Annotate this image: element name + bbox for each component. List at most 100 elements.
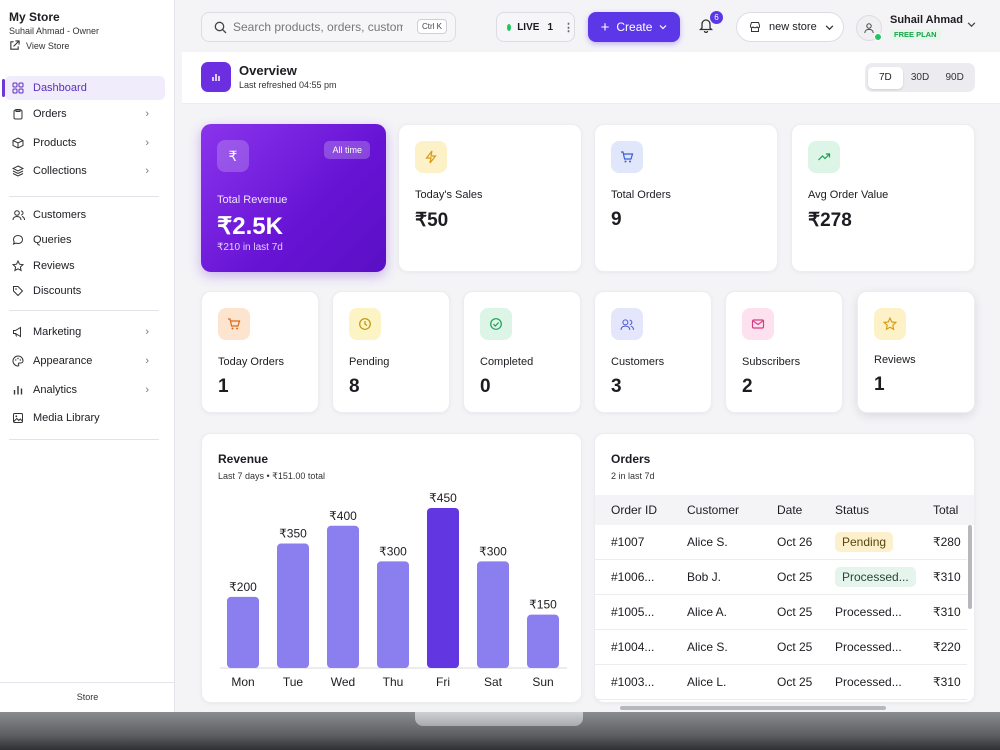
- search-box[interactable]: Ctrl K: [201, 12, 456, 42]
- bolt-icon: [415, 141, 447, 173]
- sidebar-item-products[interactable]: Products ›: [5, 131, 165, 155]
- trending-up-icon: [808, 141, 840, 173]
- chevron-right-icon: ›: [145, 326, 149, 338]
- bar-value-label: ₹300: [379, 544, 407, 558]
- bar-sun[interactable]: [527, 614, 559, 668]
- stat-card-reviews[interactable]: Reviews 1: [857, 291, 975, 413]
- x-tick-label: Wed: [331, 675, 355, 689]
- total-cell: ₹310: [933, 605, 961, 619]
- stat-card-customers[interactable]: Customers 3: [594, 291, 712, 413]
- sidebar: My Store Suhail Ahmad - Owner View Store…: [0, 0, 175, 712]
- sidebar-divider: [9, 439, 159, 440]
- sidebar-item-dashboard[interactable]: Dashboard: [2, 76, 165, 100]
- sidebar-item-discounts[interactable]: Discounts: [5, 279, 165, 303]
- view-store-link[interactable]: View Store: [9, 40, 69, 51]
- bar-mon[interactable]: [227, 596, 259, 668]
- users-icon: [11, 208, 25, 222]
- chevron-down-icon: [967, 20, 976, 32]
- bar-thu[interactable]: [377, 561, 409, 668]
- bar-value-label: ₹200: [229, 580, 257, 594]
- last-refreshed: Last refreshed 04:55 pm: [239, 80, 337, 90]
- live-indicator[interactable]: LIVE 1 ⋮: [496, 12, 575, 42]
- sidebar-item-label: Analytics: [33, 384, 78, 396]
- store-selector[interactable]: new store: [736, 12, 844, 42]
- total-cell: ₹280: [933, 535, 961, 549]
- bar-tue[interactable]: [277, 543, 309, 668]
- range-30d[interactable]: 30D: [910, 71, 930, 83]
- vertical-scrollbar[interactable]: [968, 525, 972, 609]
- column-header-date[interactable]: Date: [777, 503, 803, 517]
- stat-value: 3: [611, 376, 622, 397]
- date-cell: Oct 25: [777, 675, 813, 689]
- avatar: [856, 15, 882, 41]
- bell-icon: [698, 19, 714, 34]
- users-icon: [611, 308, 643, 340]
- sidebar-item-customers[interactable]: Customers: [5, 203, 165, 227]
- bar-fri[interactable]: [427, 508, 459, 668]
- stat-card-todays-sales[interactable]: Today's Sales ₹50: [398, 124, 582, 272]
- table-row[interactable]: #1003... Alice L. Oct 25 Processed... ₹310: [595, 665, 967, 700]
- sidebar-item-queries[interactable]: Queries: [5, 228, 165, 252]
- sidebar-item-label: Media Library: [33, 412, 100, 424]
- stat-card-avg-order-value[interactable]: Avg Order Value ₹278: [791, 124, 975, 272]
- orders-subtitle: 2 in last 7d: [611, 471, 655, 481]
- user-menu[interactable]: Suhail Ahmad FREE PLAN: [856, 12, 986, 44]
- chevron-right-icon: ›: [145, 384, 149, 396]
- sidebar-footer-store[interactable]: Store: [0, 682, 175, 712]
- page-title: Overview: [239, 63, 297, 78]
- table-row[interactable]: #1004... Alice S. Oct 25 Processed... ₹220: [595, 630, 967, 665]
- shortcut-hint: Ctrl K: [417, 19, 447, 34]
- stat-value: 0: [480, 376, 491, 397]
- stat-label: Total Orders: [611, 189, 671, 201]
- grid-icon: [11, 81, 25, 95]
- clipboard-icon: [11, 107, 25, 121]
- range-90d[interactable]: 90D: [945, 71, 964, 83]
- stat-label: Reviews: [874, 354, 916, 366]
- check-circle-icon: [480, 308, 512, 340]
- stat-card-today-orders[interactable]: Today Orders 1: [201, 291, 319, 413]
- view-store-label: View Store: [26, 40, 70, 51]
- column-header-status[interactable]: Status: [835, 503, 870, 517]
- table-row[interactable]: #1006... Bob J. Oct 25 Processed... ₹310: [595, 560, 967, 595]
- create-button[interactable]: + Create: [588, 12, 680, 42]
- sidebar-item-orders[interactable]: Orders ›: [5, 102, 165, 126]
- sidebar-item-marketing[interactable]: Marketing ›: [5, 320, 165, 344]
- external-link-icon: [10, 40, 20, 50]
- table-row[interactable]: #1005... Alice A. Oct 25 Processed... ₹310: [595, 595, 967, 630]
- stat-card-completed[interactable]: Completed 0: [463, 291, 581, 413]
- stat-card-subscribers[interactable]: Subscribers 2: [725, 291, 843, 413]
- date-range-toggle: 7D 30D 90D: [865, 63, 975, 92]
- column-header-customer[interactable]: Customer: [687, 503, 740, 517]
- stat-card-pending[interactable]: Pending 8: [332, 291, 450, 413]
- stat-label: Completed: [480, 356, 534, 368]
- more-vertical-icon[interactable]: ⋮: [563, 21, 574, 34]
- app-screen: My Store Suhail Ahmad - Owner View Store…: [0, 0, 1000, 712]
- range-7d[interactable]: 7D: [868, 66, 903, 89]
- sidebar-item-appearance[interactable]: Appearance ›: [5, 349, 165, 373]
- revenue-value: ₹2.5K: [217, 213, 283, 240]
- table-row[interactable]: #1007 Alice S. Oct 26 Pending ₹280: [595, 525, 967, 560]
- search-input[interactable]: [233, 20, 403, 34]
- sidebar-item-label: Dashboard: [33, 82, 87, 94]
- column-header-order-id[interactable]: Order ID: [611, 503, 658, 517]
- sidebar-item-reviews[interactable]: Reviews: [5, 254, 165, 278]
- sidebar-item-label: Customers: [33, 209, 87, 221]
- sidebar-item-analytics[interactable]: Analytics ›: [5, 378, 165, 402]
- bar-sat[interactable]: [477, 561, 509, 668]
- star-icon: [874, 308, 906, 340]
- bar-wed[interactable]: [327, 525, 359, 668]
- stat-card-total-orders[interactable]: Total Orders 9: [594, 124, 778, 272]
- star-icon: [11, 259, 25, 273]
- sidebar-item-media-library[interactable]: Media Library: [5, 406, 165, 430]
- chevron-right-icon: ›: [145, 137, 149, 149]
- column-header-total[interactable]: Total: [933, 503, 959, 517]
- stat-value: ₹50: [415, 210, 449, 231]
- user-name: Suhail Ahmad: [890, 14, 963, 26]
- sidebar-item-collections[interactable]: Collections ›: [5, 159, 165, 183]
- total-revenue-card[interactable]: ₹ All time Total Revenue ₹2.5K ₹210 in l…: [201, 124, 386, 272]
- horizontal-scrollbar[interactable]: [620, 706, 886, 710]
- bar-chart-icon: [11, 383, 25, 397]
- x-tick-label: Mon: [231, 675, 254, 689]
- total-cell: ₹220: [933, 640, 961, 654]
- notifications-button[interactable]: 6: [698, 11, 723, 39]
